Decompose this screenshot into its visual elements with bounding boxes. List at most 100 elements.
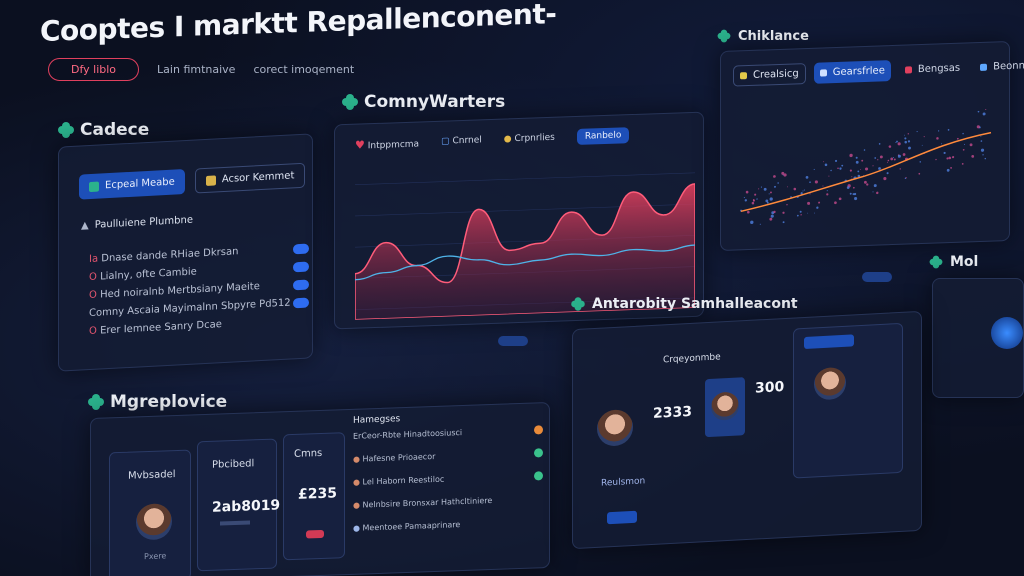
- grid-line: [355, 172, 695, 186]
- scatter-point: [887, 159, 890, 162]
- scatter-point: [818, 201, 821, 204]
- scatter-point: [802, 190, 804, 192]
- scatter-point: [770, 191, 772, 194]
- avatar-icon: ●: [353, 500, 360, 510]
- ecpeal-meabe-button[interactable]: Ecpeal Meabe: [79, 169, 185, 200]
- mol-panel: [932, 278, 1024, 398]
- chart-tab[interactable]: ▢ Cnrnel: [441, 135, 482, 147]
- scatter-point: [855, 156, 858, 159]
- chart-toggle[interactable]: [498, 336, 528, 346]
- stat-card[interactable]: Cmns £235: [283, 432, 345, 561]
- scatter-point: [950, 166, 953, 169]
- task-list: Ia Dnase dande RHiae Dkrsan O Lialny, of…: [89, 243, 309, 345]
- scatter-point: [846, 186, 850, 190]
- tab-lain-fimtnaive[interactable]: Lain fimtnaive: [157, 63, 236, 76]
- scatter-point: [803, 189, 805, 191]
- chart-tab-active[interactable]: Ranbelo: [576, 127, 630, 145]
- scatter-point: [823, 161, 825, 163]
- list-item[interactable]: ● Meentoee Pamaaprinare: [353, 520, 461, 533]
- scatter-point: [855, 160, 859, 164]
- tab-active[interactable]: [804, 334, 854, 350]
- list-item[interactable]: ● Lel Haborn Reestiloc: [353, 471, 543, 487]
- chart-tab[interactable]: ♥ Intppmcma: [355, 137, 420, 152]
- leaf-icon: [89, 181, 99, 192]
- toggle-switch[interactable]: [293, 297, 309, 308]
- scatter-point: [851, 176, 853, 178]
- side-profile-card[interactable]: [793, 322, 903, 479]
- scatter-point: [886, 161, 888, 163]
- scatter-point: [971, 155, 975, 158]
- leaf-icon: [717, 29, 731, 43]
- stat-card[interactable]: Pbcibedl 2ab8019: [197, 438, 280, 572]
- scatter-point: [824, 163, 828, 167]
- user-icon: [205, 174, 216, 186]
- leaf-icon: [342, 94, 358, 110]
- scatter-point: [897, 154, 901, 158]
- cadece-heading: Cadece: [58, 120, 149, 140]
- status-dot: [534, 425, 543, 435]
- scatter-point: [759, 223, 761, 225]
- profile-tile[interactable]: [705, 377, 745, 438]
- scatter-point: [781, 171, 785, 175]
- scatter-point: [852, 193, 855, 196]
- note-icon: [740, 72, 747, 80]
- scatter-point: [857, 174, 861, 178]
- scatter-point: [980, 140, 983, 142]
- scatter-point: [826, 190, 828, 192]
- chiklance-tab[interactable]: Bengsas: [899, 57, 966, 80]
- toggle-switch[interactable]: [293, 279, 309, 290]
- action-button[interactable]: [607, 510, 637, 525]
- tab-dfy-liblo[interactable]: Dfy liblo: [48, 58, 140, 81]
- acsor-kemmet-button[interactable]: Acsor Kemmet: [194, 162, 306, 194]
- scatter-point: [865, 167, 869, 171]
- scatter-point: [793, 187, 797, 191]
- scatter-point: [760, 186, 763, 188]
- scatter-point: [879, 155, 883, 159]
- chiklance-tab[interactable]: Crealsicg: [733, 63, 806, 87]
- scatter-point: [907, 140, 911, 143]
- scatter-point: [982, 154, 984, 156]
- mgreplovice-panel: Mvbsadel Pxere Pbcibedl 2ab8019 Cmns £23…: [90, 401, 550, 576]
- scatter-point: [752, 199, 755, 201]
- toggle-switch[interactable]: [293, 261, 309, 272]
- chiklance-tab[interactable]: Beonnestre: [974, 54, 1024, 78]
- scatter-point: [948, 156, 952, 160]
- list-item[interactable]: O Erer Iemnee Sanry Dcae: [89, 319, 222, 338]
- scatter-point: [964, 143, 966, 145]
- mgreplovice-heading: Mgreplovice: [88, 392, 227, 412]
- doc-icon: [980, 63, 988, 71]
- flag-icon: [904, 66, 912, 74]
- scatter-point: [976, 125, 980, 129]
- list-item[interactable]: ● Nelnbsire Bronsxar Hathcltiniere: [353, 495, 493, 510]
- scatter-point: [938, 130, 940, 132]
- scatter-point: [878, 143, 881, 145]
- scatter-point: [904, 140, 907, 144]
- chiklance-toggle[interactable]: [862, 272, 892, 282]
- scatter-point: [834, 201, 837, 205]
- tab-corect-imoqement[interactable]: corect imoqement: [253, 63, 355, 76]
- scatter-point: [919, 161, 921, 163]
- scatter-point: [916, 131, 918, 133]
- toggle-switch[interactable]: [293, 243, 309, 254]
- scatter-point: [946, 168, 950, 172]
- list-item[interactable]: ErCeor-Rbte Hinadtoosiusci: [353, 425, 543, 441]
- scatter-point: [751, 201, 755, 205]
- scatter-point: [977, 110, 980, 113]
- scatter-point: [874, 157, 877, 159]
- scatter-point: [786, 204, 788, 206]
- scatter-point: [769, 197, 773, 201]
- scatter-point: [809, 193, 811, 195]
- chiklance-tab-active[interactable]: Gearsfrlee: [813, 60, 891, 84]
- scatter-points: [740, 108, 987, 225]
- profile-card[interactable]: Mvbsadel Pxere: [109, 449, 191, 576]
- leaf-icon: [58, 122, 74, 138]
- scatter-point: [873, 184, 877, 188]
- scatter-point: [758, 188, 760, 190]
- list-item[interactable]: ● Hafesne Prioaecor: [353, 448, 543, 464]
- scatter-point: [984, 157, 987, 160]
- scatter-point: [907, 133, 909, 135]
- chart-tab[interactable]: ● Crpnrlies: [503, 132, 555, 145]
- scatter-point: [893, 156, 895, 159]
- scatter-point: [878, 167, 881, 170]
- scatter-point: [763, 187, 767, 191]
